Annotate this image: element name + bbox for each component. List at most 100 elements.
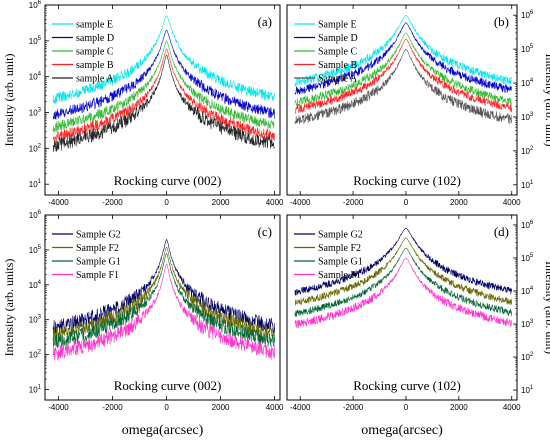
curves-a <box>52 15 275 153</box>
series-line-a-sample-a <box>52 54 275 153</box>
x-axis-title-d: omega(arcsec) <box>361 423 443 438</box>
y-tick-label-a-5: 105 <box>29 36 42 46</box>
legend-label-b-0: Sample E <box>318 20 357 31</box>
y-tick-label-c-6: 106 <box>29 210 42 220</box>
y-tick-label-a-4: 104 <box>29 72 42 82</box>
x-tick-label-b-1: -2000 <box>343 198 364 207</box>
x-tick-label-a-0: -4000 <box>48 198 69 207</box>
x-tick-label-a-3: 2000 <box>212 198 230 207</box>
x-tick-label-b-3: 2000 <box>450 198 468 207</box>
series-line-b-sample-e <box>294 14 512 87</box>
x-tick-label-a-1: -2000 <box>102 198 123 207</box>
plot-frame-c <box>44 214 281 401</box>
x-tick-label-c-1: -2000 <box>102 403 123 412</box>
series-line-b-sample-c <box>294 32 512 107</box>
plot-frame-b <box>286 4 518 196</box>
legend-a: sample E sample D sample C sample B sample A <box>52 20 114 85</box>
legend-label-b-1: Sample D <box>318 33 358 44</box>
legend-label-c-3: Sample F1 <box>76 270 119 281</box>
y-tick-label-a-1: 101 <box>29 179 42 189</box>
panel-d: 101 102 103 104 105 106 -4000 -2000 0 2000 4000 Sam… <box>286 214 550 438</box>
y-tick-label-d-5: 105 <box>521 253 534 263</box>
y-tick-label-b-5: 105 <box>521 44 534 54</box>
y-tick-label-d-2: 102 <box>521 352 534 362</box>
plot-frame-d <box>286 214 518 401</box>
x-tick-label-d-3: 2000 <box>450 403 468 412</box>
x-tick-label-d-4: 4000 <box>503 403 521 412</box>
x-tick-label-b-2: 0 <box>404 198 409 207</box>
series-line-b-sample-d <box>294 22 512 95</box>
y-tick-label-b-1: 101 <box>521 180 534 190</box>
x-axis-title-c: omega(arcsec) <box>122 423 204 438</box>
legend-label-d-3: Sample F1 <box>318 270 361 281</box>
panel-label-a: (a) <box>258 14 272 29</box>
series-line-a-sample-d <box>52 29 275 120</box>
series-line-d-sample-g1 <box>294 247 512 318</box>
series-line-b-sample-a <box>294 48 512 125</box>
x-tick-label-d-1: -2000 <box>343 403 364 412</box>
y-axis-title-a: Intensity (arb. unit) <box>2 54 16 147</box>
y-tick-label-b-6: 106 <box>521 10 534 20</box>
series-line-c-sample-g2 <box>52 239 275 335</box>
y-axis-title-b: Intensity (arb. unit) <box>543 54 550 147</box>
x-tick-label-a-4: 4000 <box>266 198 284 207</box>
x-tick-label-a-2: 0 <box>164 198 169 207</box>
legend-label-c-1: Sample F2 <box>76 243 119 254</box>
series-line-a-sample-b <box>52 48 275 143</box>
panel-b: 101 102 103 104 105 106 -4000 -2000 0 2000 4000 Sam… <box>286 4 550 207</box>
x-tick-label-d-2: 0 <box>404 403 409 412</box>
panel-label-d: (d) <box>494 224 509 239</box>
panel-a: 101 102 103 104 105 106 -4000 -2000 0 2000 4000 sam… <box>2 0 284 207</box>
x-tick-label-c-3: 2000 <box>212 403 230 412</box>
curves-b <box>294 14 512 125</box>
legend-label-a-1: sample D <box>76 33 114 44</box>
y-tick-label-b-3: 103 <box>521 112 534 122</box>
panel-label-b: (b) <box>494 14 509 29</box>
y-tick-label-c-2: 102 <box>29 350 42 360</box>
y-tick-label-d-6: 106 <box>521 220 534 230</box>
legend-label-c-0: Sample G2 <box>76 230 121 241</box>
legend-label-c-2: Sample G1 <box>76 257 121 268</box>
y-tick-label-b-2: 102 <box>521 146 534 156</box>
y-axis-title-c: Intensity (arb. units) <box>2 259 16 357</box>
legend-label-d-0: Sample G2 <box>318 230 363 241</box>
curves-c <box>52 239 275 361</box>
y-tick-label-c-4: 104 <box>29 280 42 290</box>
legend-label-b-2: Sample C <box>318 47 357 58</box>
y-tick-label-a-2: 102 <box>29 143 42 153</box>
series-line-c-sample-f1 <box>52 263 275 361</box>
legend-c: Sample G2 Sample F2 Sample G1 Sample F1 <box>52 230 121 281</box>
y-tick-label-c-3: 103 <box>29 315 42 325</box>
legend-label-d-2: Sample G1 <box>318 257 363 268</box>
x-tick-label-b-4: 4000 <box>503 198 521 207</box>
rocking-curve-label-c: Rocking curve (002) <box>114 378 222 393</box>
legend-d: Sample G2 Sample F2 Sample G1 Sample F1 <box>294 230 363 281</box>
x-tick-label-c-4: 4000 <box>266 403 284 412</box>
series-line-a-sample-c <box>52 40 275 133</box>
y-tick-label-a-3: 103 <box>29 108 42 118</box>
rocking-curve-label-a: Rocking curve (002) <box>114 173 222 188</box>
series-line-c-sample-g1 <box>52 253 275 349</box>
series-line-d-sample-g2 <box>294 227 512 296</box>
series-line-c-sample-f2 <box>52 246 275 341</box>
legend-label-a-3: sample B <box>76 60 114 71</box>
y-axis-title-d: Intensity (arb. unit) <box>543 261 550 354</box>
rocking-curve-label-b: Rocking curve (102) <box>353 173 461 188</box>
legend-label-a-2: sample C <box>76 47 114 58</box>
series-line-b-sample-b <box>294 38 512 115</box>
curves-d <box>294 227 512 329</box>
y-tick-label-d-1: 101 <box>521 385 534 395</box>
legend-b: Sample E Sample D Sample C Sample B Sample A <box>294 20 358 85</box>
y-tick-label-d-3: 103 <box>521 319 534 329</box>
y-tick-label-c-5: 105 <box>29 245 42 255</box>
panel-c: 101 102 103 104 105 106 -4000 -2000 0 2000 4000 Sam… <box>2 210 284 438</box>
y-tick-label-d-4: 104 <box>521 286 534 296</box>
y-tick-label-a-6: 106 <box>29 0 42 10</box>
x-tick-label-d-0: -4000 <box>290 403 311 412</box>
x-tick-label-b-0: -4000 <box>290 198 311 207</box>
legend-label-b-4: Sample A <box>318 74 358 85</box>
legend-label-d-1: Sample F2 <box>318 243 361 254</box>
rocking-curve-label-d: Rocking curve (102) <box>353 378 461 393</box>
y-tick-label-c-1: 101 <box>29 384 42 394</box>
